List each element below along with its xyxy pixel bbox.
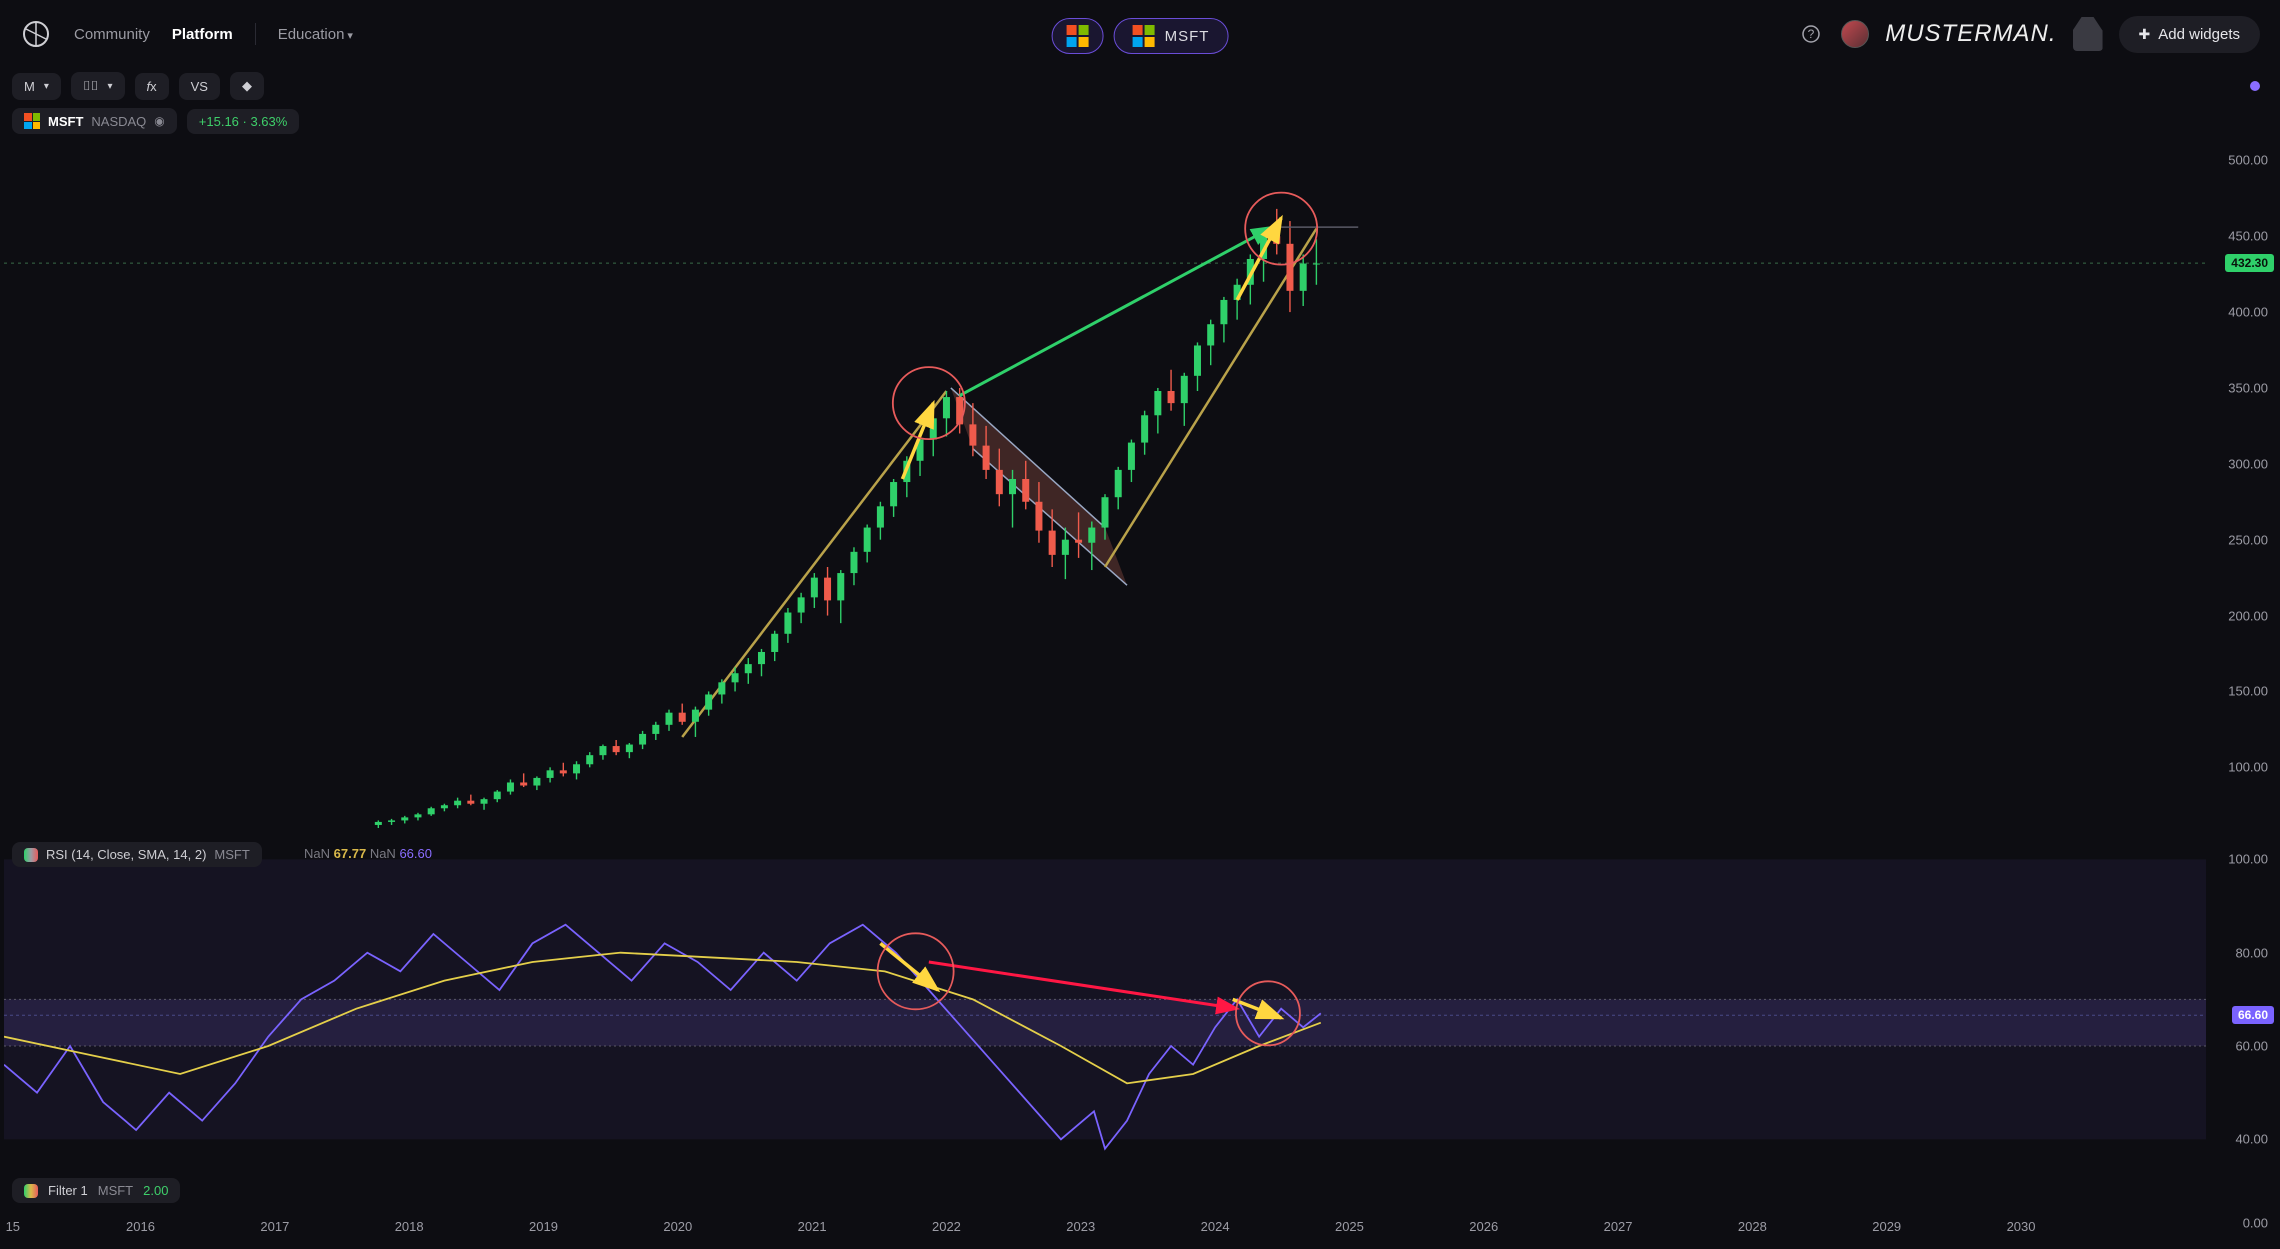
microsoft-icon xyxy=(1067,25,1089,47)
rsi-chart[interactable]: RSI (14, Close, SMA, 14, 2) MSFT NaN 67.… xyxy=(4,836,2206,1186)
rsi-icon xyxy=(24,848,38,862)
rsi-nan1: NaN xyxy=(304,846,330,861)
change-sep: · xyxy=(239,114,251,129)
chevron-down-icon: ▾ xyxy=(347,30,353,42)
nav-education[interactable]: Education▾ xyxy=(278,26,353,43)
chart-toolbar: M▾ ⌷⌷▾ fx VS ◆ xyxy=(0,68,2280,104)
visibility-icon[interactable]: ◉ xyxy=(154,114,164,128)
price-chart[interactable] xyxy=(4,130,2206,828)
rsi-y-axis[interactable]: 40.00 60.00 80.00 100.00 66.60 xyxy=(2208,836,2276,1186)
rsi-values: NaN 67.77 NaN 66.60 xyxy=(304,846,432,861)
username-label: MUSTERMAN. xyxy=(1885,20,2056,48)
rsi-nan2: NaN xyxy=(370,846,396,861)
time-tick-label: 2026 xyxy=(1469,1219,1498,1234)
time-tick-label: 2021 xyxy=(798,1219,827,1234)
chart-container: 100.00150.00200.00250.00300.00350.00400.… xyxy=(4,130,2276,1245)
nav-community[interactable]: Community xyxy=(74,26,150,43)
bottom-right-label: 0.00 xyxy=(2208,1201,2276,1245)
add-widgets-icon: ✚ xyxy=(2139,26,2151,43)
time-tick-label: 2029 xyxy=(1872,1219,1901,1234)
top-right-group: ? MUSTERMAN. ✚ Add widgets xyxy=(1797,16,2260,53)
axis-zero-label: 0.00 xyxy=(2243,1216,2268,1231)
time-tick-label: 2020 xyxy=(663,1219,692,1234)
chevron-down-icon: ▾ xyxy=(107,81,112,92)
user-avatar[interactable] xyxy=(1841,20,1869,48)
add-widgets-button[interactable]: ✚ Add widgets xyxy=(2119,16,2260,53)
secondary-avatar[interactable] xyxy=(2073,17,2103,51)
ticker-exchange: NASDAQ xyxy=(91,114,146,129)
time-tick-label: 2025 xyxy=(1335,1219,1364,1234)
y-tick-label: 300.00 xyxy=(2228,456,2268,471)
top-nav: Community Platform Education▾ MSFT ? MUS… xyxy=(0,0,2280,68)
rsi-tick-label: 60.00 xyxy=(2235,1039,2268,1054)
rsi-symbol: MSFT xyxy=(214,847,249,862)
change-absolute: +15.16 xyxy=(199,114,239,129)
ticker-pill-icon-only[interactable] xyxy=(1052,18,1104,54)
compare-button[interactable]: VS xyxy=(179,73,220,100)
layers-icon: ◆ xyxy=(242,78,252,94)
time-tick-label: 2017 xyxy=(260,1219,289,1234)
chevron-down-icon: ▾ xyxy=(44,81,49,92)
compare-label: VS xyxy=(191,79,208,94)
price-y-axis[interactable]: 100.00 150.00 200.00 250.00 300.00 350.00 400.… xyxy=(2208,130,2276,828)
candlestick-icon: ⌷⌷ xyxy=(83,78,99,94)
filter-value: 2.00 xyxy=(143,1183,168,1198)
rsi-tick-label: 40.00 xyxy=(2235,1132,2268,1147)
rsi-chip[interactable]: RSI (14, Close, SMA, 14, 2) MSFT xyxy=(12,842,262,867)
app-logo[interactable] xyxy=(20,18,52,50)
rsi-badge: 66.60 xyxy=(2232,1006,2274,1024)
time-tick-label: 2022 xyxy=(932,1219,961,1234)
filter-icon xyxy=(24,1184,38,1198)
candle-type-button[interactable]: ⌷⌷ ▾ xyxy=(71,72,125,100)
status-dot xyxy=(2250,81,2260,91)
y-tick-label: 100.00 xyxy=(2228,760,2268,775)
time-tick-label: 2027 xyxy=(1604,1219,1633,1234)
time-tick-label: 2019 xyxy=(529,1219,558,1234)
microsoft-icon xyxy=(1133,25,1155,47)
time-tick-label: 2023 xyxy=(1066,1219,1095,1234)
y-tick-label: 450.00 xyxy=(2228,229,2268,244)
time-tick-label: 2028 xyxy=(1738,1219,1767,1234)
indicators-button[interactable]: fx xyxy=(135,73,169,100)
add-widgets-label: Add widgets xyxy=(2158,26,2240,43)
y-tick-label: 500.00 xyxy=(2228,153,2268,168)
ticker-pill-main[interactable]: MSFT xyxy=(1114,18,1229,54)
time-tick-label: 2024 xyxy=(1201,1219,1230,1234)
filter-symbol: MSFT xyxy=(98,1183,133,1198)
rsi-v2: 66.60 xyxy=(399,846,432,861)
change-percent: 3.63% xyxy=(250,114,287,129)
rsi-name: RSI (14, Close, SMA, 14, 2) xyxy=(46,847,206,862)
nav-platform[interactable]: Platform xyxy=(172,26,233,43)
microsoft-icon xyxy=(24,113,40,129)
time-axis[interactable]: 15 2016 2017 2018 2019 2020 2021 2022 2023 2024 20… xyxy=(4,1201,2206,1245)
nav-education-label: Education xyxy=(278,26,345,43)
y-tick-label: 150.00 xyxy=(2228,684,2268,699)
timeframe-button[interactable]: M▾ xyxy=(12,73,61,100)
svg-text:?: ? xyxy=(1808,27,1815,41)
price-badge: 432.30 xyxy=(2225,254,2274,272)
time-tick-label: 2016 xyxy=(126,1219,155,1234)
ticker-symbol: MSFT xyxy=(48,114,83,129)
rsi-v1: 67.77 xyxy=(334,846,367,861)
ticker-pill-label: MSFT xyxy=(1165,28,1210,45)
y-tick-label: 400.00 xyxy=(2228,305,2268,320)
nav-separator xyxy=(255,23,256,45)
y-tick-label: 200.00 xyxy=(2228,608,2268,623)
help-icon[interactable]: ? xyxy=(1797,20,1825,48)
rsi-tick-label: 80.00 xyxy=(2235,945,2268,960)
function-icon: fx xyxy=(147,79,157,94)
ticker-pills: MSFT xyxy=(1052,18,1229,54)
time-tick-label: 15 xyxy=(6,1219,20,1234)
time-tick-label: 2030 xyxy=(2007,1219,2036,1234)
layers-button[interactable]: ◆ xyxy=(230,72,264,100)
filter-name: Filter 1 xyxy=(48,1183,88,1198)
timeframe-label: M xyxy=(24,79,35,94)
y-tick-label: 350.00 xyxy=(2228,380,2268,395)
y-tick-label: 250.00 xyxy=(2228,532,2268,547)
filter-chip[interactable]: Filter 1 MSFT 2.00 xyxy=(12,1178,180,1203)
rsi-tick-label: 100.00 xyxy=(2228,852,2268,867)
time-tick-label: 2018 xyxy=(395,1219,424,1234)
